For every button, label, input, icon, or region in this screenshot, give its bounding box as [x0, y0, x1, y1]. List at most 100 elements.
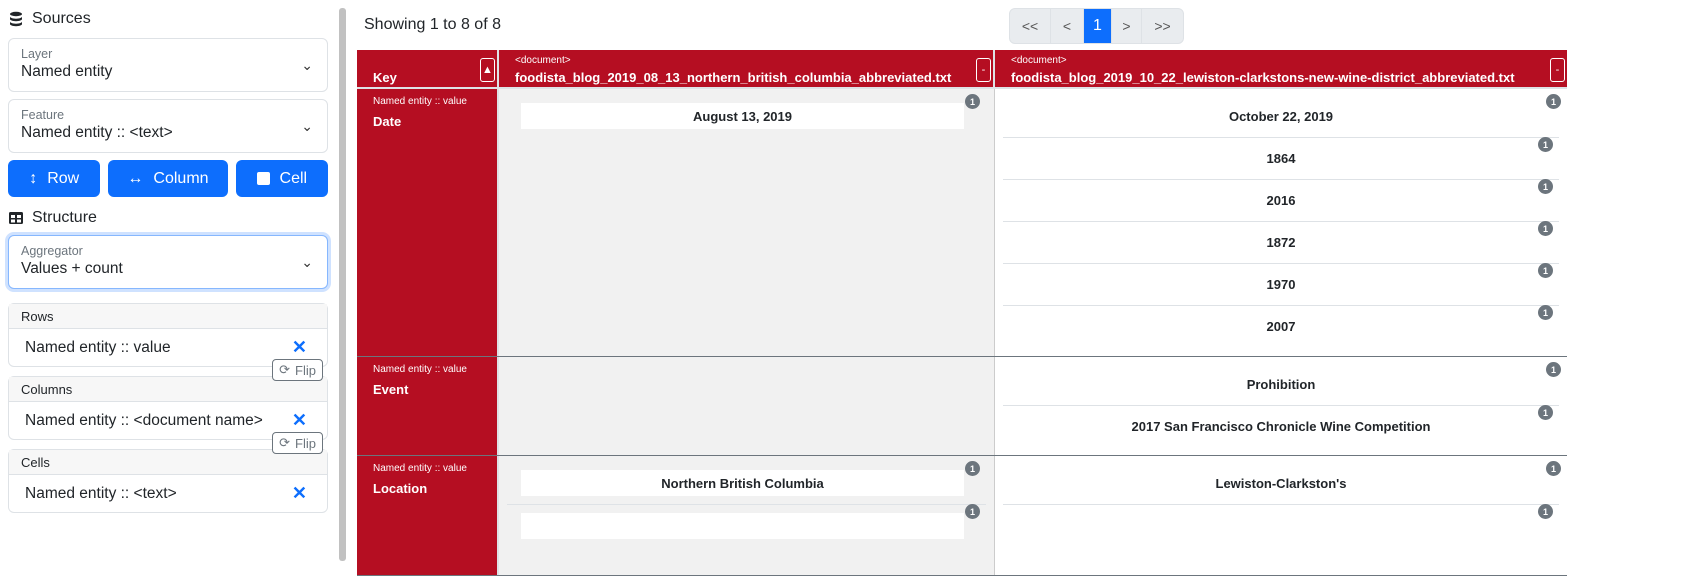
chevron-down-icon: ⌄	[301, 254, 313, 270]
page-1-button[interactable]: 1	[1084, 9, 1112, 43]
column-header: <document> foodista_blog_2019_10_22_lewi…	[995, 50, 1567, 87]
arrow-horizontal-icon: ↔	[127, 169, 144, 187]
cell-value-item: Lewiston-Clarkston's 1	[995, 461, 1567, 504]
cell-value-item: August 13, 2019 1	[507, 94, 986, 137]
cell-value-item: October 22, 2019 1	[995, 94, 1567, 137]
structure-title: Structure	[32, 209, 97, 226]
add-row-button[interactable]: ↕ Row	[8, 160, 101, 197]
database-icon	[10, 11, 22, 27]
flip-columns-cells-button[interactable]: ⟳ Flip	[272, 432, 323, 454]
columns-label: Columns	[9, 377, 327, 402]
value-text: October 22, 2019	[1228, 108, 1334, 124]
value-text: August 13, 2019	[693, 108, 792, 124]
count-badge: 1	[1538, 504, 1553, 519]
row-type: Named entity :: value	[373, 96, 467, 107]
value-text: 1872	[1266, 235, 1296, 250]
table-icon	[9, 212, 23, 224]
layer-label: Layer	[21, 47, 53, 61]
table-row: Named entity :: value Event Prohibition 1 20…	[357, 357, 1567, 456]
column-type: <document>	[1011, 55, 1067, 66]
count-badge: 1	[965, 461, 980, 476]
row-key: Named entity :: value Location	[357, 456, 499, 575]
rows-card: Rows Named entity :: value ✕ ⟳ Flip	[8, 303, 328, 381]
chevron-down-icon: ⌄	[301, 57, 313, 73]
aggregator-label: Aggregator	[21, 244, 83, 258]
cells-card: Cells Named entity :: <text> ✕	[8, 449, 328, 513]
last-page-button[interactable]: >>	[1154, 18, 1171, 34]
collapse-column-button[interactable]: -	[1550, 58, 1565, 82]
row-type: Named entity :: value	[373, 463, 467, 474]
remove-row-icon[interactable]: ✕	[291, 337, 307, 357]
remove-cell-icon[interactable]: ✕	[291, 483, 307, 503]
structure-heading: Structure	[8, 207, 328, 229]
value-text: 2007	[1266, 319, 1296, 334]
table-cell: Prohibition 1 2017 San Francisco Chronicle…	[995, 357, 1567, 455]
count-badge: 1	[965, 94, 980, 109]
add-column-button[interactable]: ↔ Column	[108, 160, 228, 197]
cells-value: Named entity :: <text>	[25, 484, 177, 502]
row-key-label: Event	[373, 382, 409, 397]
aggregator-select[interactable]: Aggregator Values + count ⌄	[8, 235, 328, 289]
row-label: Row	[47, 169, 80, 187]
remove-column-icon[interactable]: ✕	[291, 410, 307, 430]
column-header: <document> foodista_blog_2019_08_13_nort…	[499, 50, 995, 87]
sources-title: Sources	[32, 10, 91, 27]
value-box: Northern British Columbia	[521, 470, 964, 496]
pivot-table: Key ▲ <document> foodista_blog_2019_08_1…	[357, 50, 1567, 576]
value-text: Northern British Columbia	[661, 475, 824, 491]
columns-value: Named entity :: <document name>	[25, 411, 263, 429]
value-text: Lewiston-Clarkston's	[1215, 475, 1347, 491]
count-badge: 1	[1538, 405, 1553, 420]
cell-value-item: 2007 1	[1003, 305, 1559, 347]
column-name: foodista_blog_2019_10_22_lewiston-clarks…	[1011, 70, 1515, 85]
count-badge: 1	[965, 504, 980, 519]
table-cell: October 22, 2019 1 1864 1 2016 1 1872 1 1970 1 200…	[995, 89, 1567, 356]
aggregator-value: Values + count	[21, 260, 123, 277]
next-page-button[interactable]: >	[1112, 9, 1142, 43]
cell-label: Cell	[279, 169, 308, 187]
refresh-icon: ⟳	[279, 435, 291, 450]
table-cell: Northern British Columbia 1 1	[499, 456, 995, 575]
column-type: <document>	[515, 55, 571, 66]
count-badge: 1	[1546, 94, 1561, 109]
layer-value: Named entity	[21, 63, 113, 80]
table-cell	[499, 357, 995, 455]
prev-page-button[interactable]: <	[1051, 9, 1084, 43]
key-header-label: Key	[373, 70, 397, 85]
rows-value: Named entity :: value	[25, 338, 171, 356]
feature-value: Named entity :: <text>	[21, 124, 173, 141]
count-badge: 1	[1538, 179, 1553, 194]
showing-count: Showing 1 to 8 of 8	[364, 16, 501, 33]
column-name: foodista_blog_2019_08_13_northern_britis…	[515, 70, 952, 85]
pagination: << < 1 > >>	[1009, 8, 1184, 44]
flip-rows-columns-button[interactable]: ⟳ Flip	[272, 359, 323, 381]
first-page-button[interactable]: <<	[1010, 9, 1051, 43]
flip-label: Flip	[295, 362, 316, 378]
layer-select[interactable]: Layer Named entity ⌄	[8, 38, 328, 92]
row-key-label: Date	[373, 114, 402, 129]
feature-label: Feature	[21, 108, 65, 122]
collapse-up-button[interactable]: ▲	[480, 58, 495, 82]
key-header: Key ▲	[357, 50, 499, 87]
collapse-column-button[interactable]: -	[976, 58, 991, 82]
cell-value-item: Prohibition 1	[995, 362, 1567, 405]
cell-value-item: 1872 1	[1003, 221, 1559, 263]
feature-select[interactable]: Feature Named entity :: <text> ⌄	[8, 99, 328, 153]
sources-heading: Sources	[8, 0, 328, 38]
chevron-down-icon: ⌄	[301, 118, 313, 134]
value-text: Prohibition	[1246, 376, 1316, 392]
row-type: Named entity :: value	[373, 364, 467, 375]
sidebar-scrollbar[interactable]	[339, 8, 346, 561]
rows-label: Rows	[9, 304, 327, 329]
cells-label: Cells	[9, 450, 327, 475]
add-cell-button[interactable]: Cell	[235, 160, 328, 197]
column-label: Column	[153, 169, 209, 187]
count-badge: 1	[1538, 221, 1553, 236]
value-box: August 13, 2019	[521, 103, 964, 129]
refresh-icon: ⟳	[279, 362, 291, 377]
count-badge: 1	[1538, 263, 1553, 278]
sidebar: Sources Layer Named entity ⌄ Feature Nam…	[0, 0, 336, 561]
value-text: 2017 San Francisco Chronicle Wine Compet…	[1131, 419, 1431, 434]
